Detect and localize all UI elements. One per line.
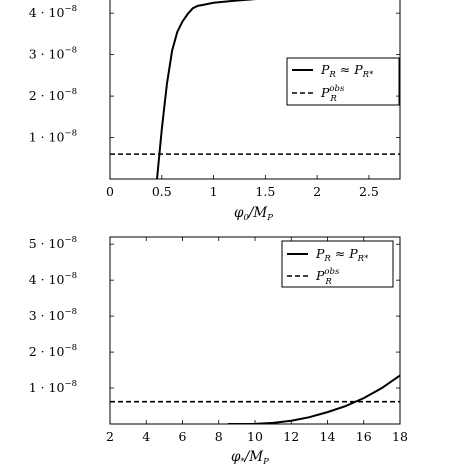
bottom-x-tick-label: 4	[142, 429, 150, 444]
bottom-x-axis-label: φ*/MP	[231, 449, 269, 467]
top-plot-frame	[109, 0, 401, 180]
top-y-tick-label: 2 · 10−8	[29, 87, 77, 103]
top-y-tick-label: 1 · 10−8	[29, 129, 77, 145]
bottom-power-spectrum-curve	[227, 374, 400, 424]
bottom-plot-area: 2 4 6 8 10 12 14 16 18 1 · 10−8 2 · 10−8 3 · 10−8 4 …	[29, 235, 408, 444]
bottom-legend-box	[281, 240, 394, 288]
bottom-legend: PR ≈ PR* Pobs R	[281, 240, 394, 288]
top-plot-area: 0 0.5 1 1.5 2 2.5 1 · 10−8 2 · 10−8 3 · 10−8 4 · …	[29, 0, 401, 199]
bottom-x-tick-label: 12	[283, 429, 299, 444]
top-legend-box	[286, 57, 400, 106]
top-power-spectrum-curve	[156, 0, 256, 179]
top-x-tick-label: 0	[106, 184, 114, 199]
top-x-tick-label: 1	[210, 184, 218, 199]
top-x-tick-label: 2.5	[359, 184, 379, 199]
bottom-x-tick-label: 18	[392, 429, 408, 444]
bottom-x-tick-label: 14	[320, 429, 336, 444]
bottom-y-tick-label: 2 · 10−8	[29, 343, 77, 359]
top-x-axis-label: φ0/MP	[234, 205, 273, 223]
bottom-x-tick-label: 6	[179, 429, 187, 444]
bottom-x-tick-label: 16	[356, 429, 372, 444]
bottom-x-tick-label: 2	[106, 429, 114, 444]
top-y-tick-label: 4 · 10−8	[29, 4, 77, 20]
bottom-plot-frame	[109, 236, 401, 425]
bottom-legend-solid-label: PR ≈ PR*	[315, 246, 369, 264]
top-legend-solid-label: PR ≈ PR*	[320, 62, 374, 80]
bottom-x-tick-label: 8	[215, 429, 223, 444]
top-x-tick-label: 0.5	[152, 184, 172, 199]
top-legend-obs-label: Pobs R	[320, 84, 345, 104]
bottom-y-tick-label: 1 · 10−8	[29, 379, 77, 395]
top-x-tick-label: 1.5	[255, 184, 275, 199]
bottom-legend-obs-label: Pobs R	[315, 267, 340, 287]
bottom-x-tick-label: 10	[247, 429, 263, 444]
bottom-y-tick-label: 5 · 10−8	[29, 235, 77, 251]
bottom-y-tick-label: 4 · 10−8	[29, 271, 77, 287]
top-legend: PR ≈ PR* Pobs R	[286, 57, 400, 106]
top-x-tick-label: 2	[313, 184, 321, 199]
top-chart: 0 0.5 1 1.5 2 2.5 1 · 10−8 2 · 10−8 3 · 10−8 4 · …	[29, 0, 401, 223]
bottom-chart: 2 4 6 8 10 12 14 16 18 1 · 10−8 2 · 10−8 3 · 10−8 4 …	[29, 235, 408, 467]
bottom-y-tick-label: 3 · 10−8	[29, 307, 77, 323]
top-y-tick-label: 3 · 10−8	[29, 46, 77, 62]
